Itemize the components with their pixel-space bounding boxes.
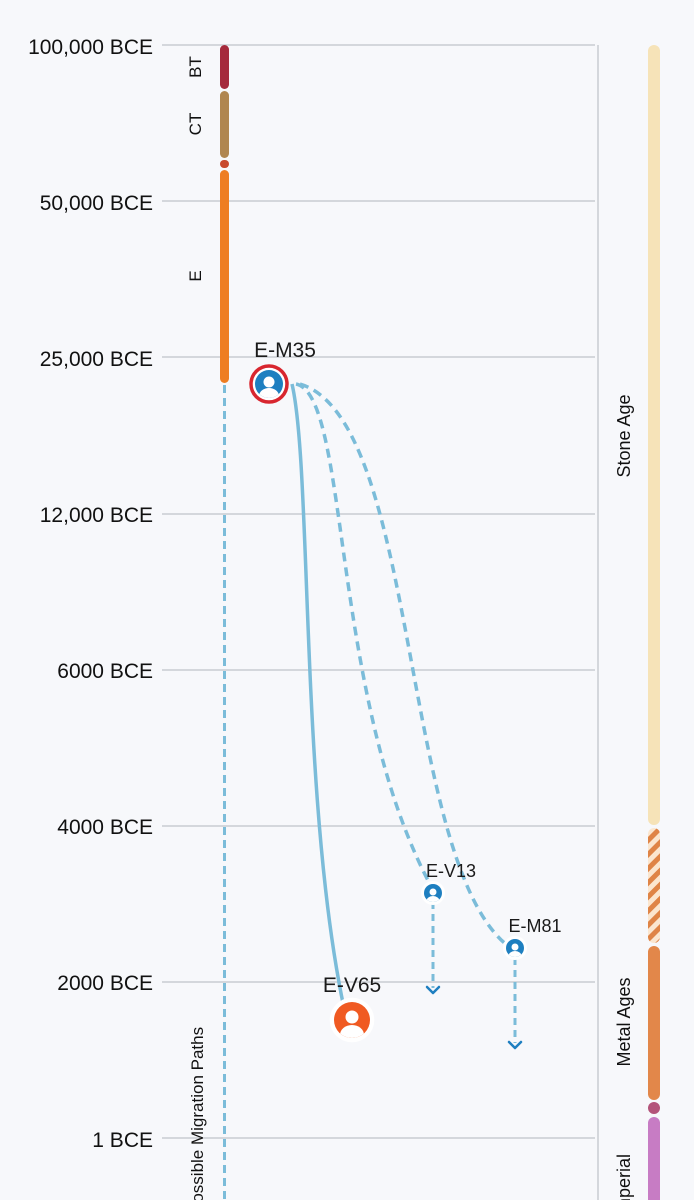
era-band-metal-ages[interactable] (648, 946, 660, 1100)
path-m35-to-v65[interactable] (290, 383, 346, 1009)
tick-label: 100,000 BCE (28, 36, 153, 59)
era-bands: Stone Age Metal Ages Imperial (614, 45, 660, 1200)
lineage-band-e[interactable] (220, 170, 229, 383)
chevron-down-icon (507, 1040, 523, 1050)
haplogroup-label: E-V13 (426, 861, 476, 881)
tick-label: 6000 BCE (57, 660, 153, 683)
haplogroup-label: E-M35 (254, 339, 316, 362)
lineage-band-bt[interactable] (220, 45, 229, 89)
era-band-transition[interactable] (648, 828, 660, 943)
path-m35-to-v13[interactable] (295, 382, 434, 889)
era-label-imperial: Imperial (614, 1154, 634, 1200)
lineage-band-intermediate[interactable] (220, 160, 229, 168)
tick-label: 12,000 BCE (40, 504, 153, 527)
person-icon (340, 1010, 364, 1038)
lineage-label-bt: BT (186, 56, 205, 78)
tick-label: 25,000 BCE (40, 348, 153, 371)
tick-label: 50,000 BCE (40, 192, 153, 215)
lineage-bands: BT CT E Possible Migration Paths (186, 45, 229, 1200)
person-icon (259, 376, 279, 398)
time-axis: 100,000 BCE 50,000 BCE 25,000 BCE 12,000… (28, 36, 153, 1152)
haplogroup-label: E-V65 (323, 974, 381, 997)
haplogroup-node-e-v13[interactable] (421, 881, 445, 906)
haplogroup-node-e-v65[interactable] (329, 997, 375, 1045)
chevron-down-icon (425, 985, 441, 995)
person-icon (426, 888, 440, 902)
lineage-label-ct: CT (186, 113, 205, 136)
lineage-band-ct[interactable] (220, 91, 229, 158)
path-m35-to-m81[interactable] (299, 382, 510, 948)
era-band-imperial[interactable] (648, 1117, 660, 1200)
migration-paths (290, 382, 523, 1050)
haplogroup-label: E-M81 (508, 916, 561, 936)
haplogroup-nodes: E-M35 E-V65 E-V13 (249, 339, 562, 1045)
gridlines (162, 44, 599, 1200)
tick-label: 4000 BCE (57, 816, 153, 839)
era-label-stone-age: Stone Age (614, 394, 634, 477)
haplogroup-node-e-m35[interactable] (249, 364, 289, 404)
era-label-metal-ages: Metal Ages (614, 977, 634, 1066)
lineage-label-e: E (186, 270, 205, 281)
person-icon (508, 943, 522, 957)
migration-paths-label: Possible Migration Paths (188, 1027, 207, 1200)
tick-label: 2000 BCE (57, 972, 153, 995)
haplogroup-node-e-m81[interactable] (503, 936, 527, 961)
tick-label: 1 BCE (92, 1129, 153, 1152)
era-band-stone-age[interactable] (648, 45, 660, 825)
era-band-transition-late[interactable] (648, 1102, 660, 1114)
